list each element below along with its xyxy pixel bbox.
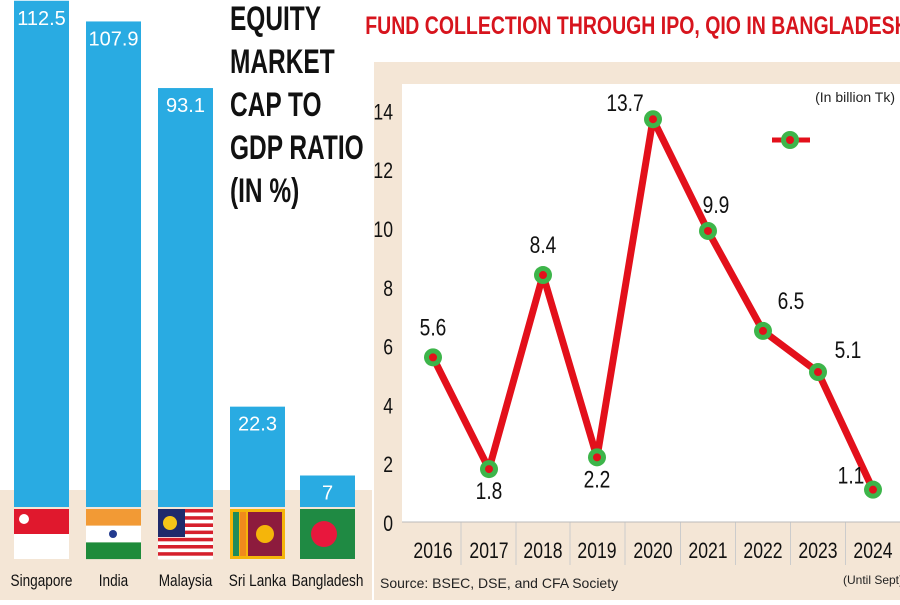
flag-stripe: [86, 542, 141, 560]
flag-emblem: [109, 530, 117, 538]
flag-stripe: [240, 512, 246, 556]
flag-emblem: [163, 516, 177, 530]
category-label: India: [99, 572, 129, 591]
malaysia-flag-icon: [158, 509, 213, 560]
bar-value-label: 93.1: [166, 95, 205, 117]
bar-title-line: MARKET: [230, 43, 335, 81]
y-tick-label: 2: [383, 453, 393, 477]
flag-stripe: [158, 534, 213, 538]
x-tick-label: 2024: [853, 539, 892, 563]
flag-emblem: [256, 525, 274, 543]
singapore-flag-icon: [14, 509, 69, 559]
x-tick-label: 2021: [688, 539, 727, 563]
flag-stripe: [158, 541, 213, 545]
x-tick-label: 2023: [798, 539, 837, 563]
y-tick-label: 14: [373, 101, 393, 125]
y-tick-label: 0: [383, 512, 393, 536]
india-flag-icon: [86, 509, 141, 560]
flag-stripe: [86, 509, 141, 526]
bar-value-label: 112.5: [17, 8, 66, 30]
x-tick-label: 2017: [469, 539, 508, 563]
y-tick-label: 8: [383, 277, 393, 301]
y-tick-label: 10: [373, 218, 393, 242]
flag-stripe: [14, 534, 69, 559]
flag-emblem: [19, 514, 29, 524]
sri-lanka-flag-icon: [230, 509, 285, 559]
flag-stripe: [158, 537, 213, 542]
data-point-center: [649, 115, 657, 124]
x-note: (Until Sept): [843, 573, 900, 587]
x-tick-label: 2018: [523, 539, 562, 563]
data-point-center: [814, 368, 822, 377]
x-tick-label: 2022: [743, 539, 782, 563]
bar: [14, 0, 69, 507]
flag-stripe: [158, 519, 213, 524]
bar-value-label: 107.9: [88, 28, 138, 50]
line-chart: 0 2 4 6 8 10 12 14 5.6 2016 1.8 2017 8.4 2018 2.2 2019 1…: [373, 89, 900, 565]
flag-stripe: [158, 530, 213, 535]
data-point-center: [429, 353, 437, 362]
unit-note: (In billion Tk): [815, 89, 895, 105]
data-label: 1.8: [476, 477, 503, 505]
category-label: Malaysia: [159, 572, 213, 591]
x-tick-label: 2020: [633, 539, 672, 563]
data-label: 9.9: [703, 191, 730, 219]
line-chart-title: FUND COLLECTION THROUGH IPO, QIO IN BANG…: [365, 12, 900, 40]
category-label: Bangladesh: [292, 572, 364, 591]
bar-chart: 112.5 Singapore 107.9 India 93.1 Malaysia 22.3…: [11, 0, 364, 591]
data-label: 2.2: [584, 465, 611, 493]
data-label: 13.7: [606, 89, 643, 117]
source-note: Source: BSEC, DSE, and CFA Society: [380, 575, 618, 591]
flag-stripe: [158, 509, 213, 513]
flag-stripe: [158, 555, 213, 560]
bar: [86, 21, 141, 507]
data-point-center: [593, 453, 601, 462]
data-label: 8.4: [530, 231, 557, 259]
data-point-center: [759, 326, 767, 335]
bar-title-line: GDP RATIO: [230, 129, 364, 167]
x-tick-label: 2019: [577, 539, 616, 563]
flag-stripe: [158, 516, 213, 520]
data-point-center: [704, 226, 712, 235]
flag-stripe: [158, 527, 213, 531]
flag-stripe: [158, 548, 213, 553]
data-label: 5.1: [835, 336, 862, 364]
bar-value-label: 22.3: [238, 414, 277, 436]
legend-marker-icon: [772, 131, 810, 149]
category-label: Singapore: [11, 572, 73, 591]
bar-value-label: 7: [322, 483, 333, 505]
category-label: Sri Lanka: [229, 572, 287, 591]
bangladesh-flag-icon: [300, 509, 355, 559]
plot-area: [402, 84, 900, 522]
data-point-center: [869, 485, 877, 494]
flag-stripe: [158, 545, 213, 549]
flag-stripe: [233, 512, 239, 556]
line-title-band: [374, 0, 900, 62]
flag-stripe: [158, 523, 213, 527]
data-label: 1.1: [838, 462, 865, 490]
data-point-center: [539, 271, 547, 280]
data-label: 6.5: [778, 287, 805, 315]
bar-title-line: CAP TO: [230, 86, 322, 124]
data-point-center: [485, 465, 493, 474]
x-tick-label: 2016: [413, 539, 452, 563]
flag-stripe: [158, 552, 213, 556]
data-label: 5.6: [420, 313, 447, 341]
bar-title-line: (IN %): [230, 172, 299, 210]
flag-stripe: [158, 512, 213, 517]
legend-dot: [786, 136, 794, 144]
y-tick-label: 4: [383, 395, 393, 419]
bar-title-line: EQUITY: [230, 0, 321, 38]
y-tick-label: 6: [383, 336, 393, 360]
flag-emblem: [311, 521, 337, 547]
bar: [158, 88, 213, 508]
bar: [230, 406, 285, 507]
bar: [300, 475, 355, 507]
y-tick-label: 12: [373, 159, 393, 183]
bar-chart-title: EQUITY MARKET CAP TO GDP RATIO (IN %): [230, 0, 364, 210]
